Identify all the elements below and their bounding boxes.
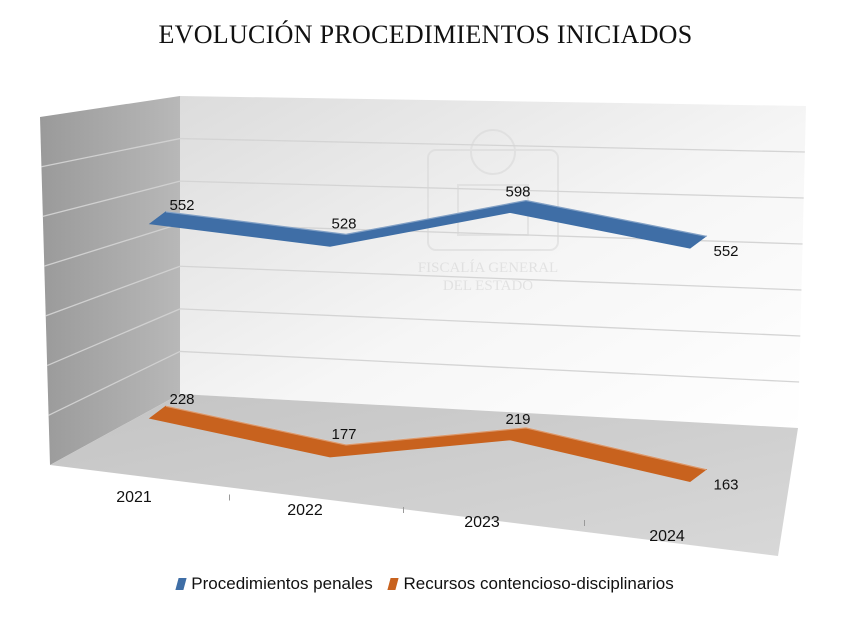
x-tick-label-2021: 2021 (116, 489, 152, 506)
gridline-back (179, 308, 801, 337)
gridline-side (48, 350, 181, 416)
legend-item-procedimientos-penales: Procedimientos penales (175, 574, 373, 594)
gridline-side (45, 265, 181, 317)
legend-item-recursos-contencioso: Recursos contencioso-disciplinarios (387, 574, 674, 594)
series-ribbon-procedimientos-penales (148, 199, 708, 249)
gridline-side (46, 308, 181, 367)
legend: Procedimientos penales Recursos contenci… (0, 574, 851, 595)
x-tick-label-2024: 2024 (649, 528, 685, 545)
gridline-back (179, 137, 805, 153)
data-label-penales-2021: 552 (169, 197, 194, 214)
gridline-side (41, 137, 181, 168)
gridline-side (44, 223, 181, 267)
back-wall (180, 96, 806, 428)
gridline-back (179, 180, 804, 199)
data-labels: 552 528 598 552 228 177 219 163 (169, 183, 738, 493)
gridline-back (179, 265, 802, 291)
gridline-side (42, 180, 181, 218)
data-label-penales-2023: 598 (505, 183, 530, 200)
legend-swatch-orange (387, 578, 400, 590)
watermark-text-line-1: FISCALÍA GENERAL (418, 259, 558, 276)
data-label-recursos-2023: 219 (505, 411, 530, 428)
series-ribbon-edge (165, 199, 707, 237)
gridline-back (179, 350, 800, 383)
series-layer (148, 199, 708, 483)
series-ribbon-edge (165, 405, 707, 471)
data-label-penales-2024: 552 (713, 243, 738, 260)
side-wall (40, 96, 180, 465)
series-ribbon-recursos-contencioso (148, 405, 708, 483)
x-tick-label-2023: 2023 (464, 514, 500, 531)
x-tick-label-2022: 2022 (287, 502, 323, 519)
data-label-penales-2022: 528 (331, 215, 356, 232)
watermark-text-line-2: DEL ESTADO (443, 278, 533, 294)
data-label-recursos-2021: 228 (169, 391, 194, 408)
legend-label-recursos-contencioso: Recursos contencioso-disciplinarios (403, 574, 674, 593)
legend-label-procedimientos-penales: Procedimientos penales (191, 574, 373, 593)
x-axis: 2021 2022 2023 2024 (116, 489, 685, 545)
chart-title: EVOLUCIÓN PROCEDIMIENTOS INICIADOS (158, 20, 693, 49)
data-label-recursos-2024: 163 (713, 477, 738, 494)
data-label-recursos-2022: 177 (331, 426, 356, 443)
legend-swatch-blue (175, 578, 187, 590)
